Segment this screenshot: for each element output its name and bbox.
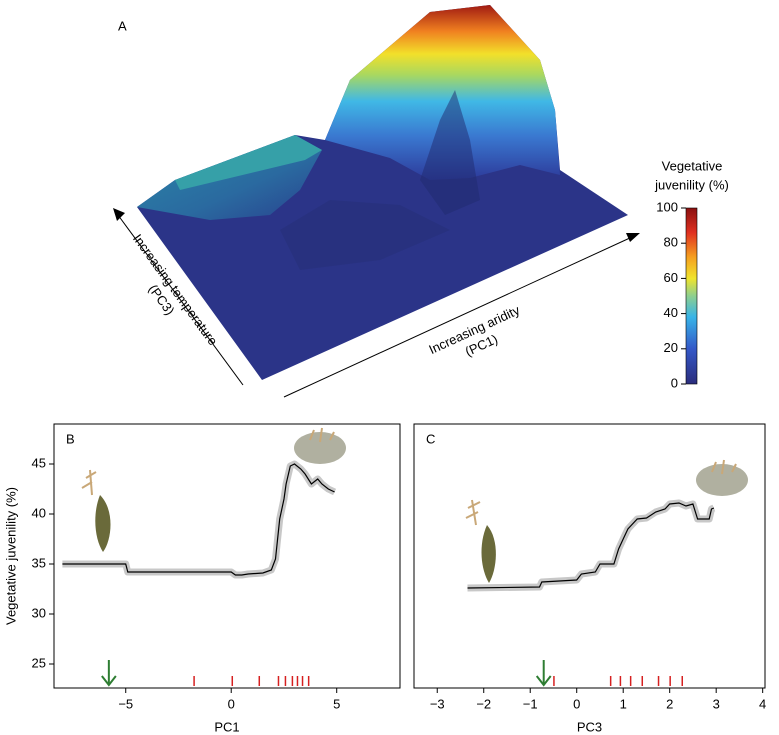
colorbar-tick-label: 0 (671, 375, 678, 390)
axis-arrow (117, 214, 244, 386)
y-axis-label: Vegetative juvenility (%) (3, 487, 18, 625)
leaf-icon (81, 469, 111, 552)
panel-label: C (426, 431, 435, 446)
x-tick-label: −1 (523, 696, 538, 711)
axis-arrow (283, 236, 633, 398)
x-axis-label: PC3 (577, 719, 602, 734)
x-tick-label: −5 (118, 696, 133, 711)
x-tick-label: 1 (620, 696, 627, 711)
confidence-band (467, 499, 716, 592)
x-tick-label: −3 (430, 696, 445, 711)
x-tick-label: 3 (713, 696, 720, 711)
x-tick-label: 5 (333, 696, 340, 711)
colorbar-tick-label: 80 (664, 235, 678, 250)
arrow-head (113, 208, 125, 221)
leaf-icon (465, 499, 496, 583)
plot-frame (413, 423, 766, 689)
line (467, 502, 715, 589)
x-axis-label: PC1 (214, 719, 239, 734)
panel-label: B (66, 431, 75, 446)
y-tick-label: 30 (32, 605, 46, 620)
arrow-head (626, 233, 640, 242)
x-tick-label: −2 (476, 696, 491, 711)
colorbar-title: Vegetative (662, 158, 723, 173)
plot-frame (53, 423, 401, 689)
leaf-icon (294, 427, 346, 464)
panel-label: A (118, 18, 127, 33)
arrow (535, 660, 552, 687)
leaf-icon (696, 459, 748, 496)
colorbar-tick-label: 60 (664, 270, 678, 285)
x-tick-label: 4 (759, 696, 766, 711)
y-tick-label: 25 (32, 655, 46, 670)
x-tick-label: 0 (228, 696, 235, 711)
surface (137, 5, 628, 380)
colorbar-tick-label: 20 (664, 340, 678, 355)
arrow-head (101, 675, 117, 687)
arrow (101, 660, 117, 687)
y-tick-label: 40 (32, 505, 46, 520)
x-tick-label: 2 (666, 696, 673, 711)
y-tick-label: 45 (32, 455, 46, 470)
colorbar-title: juvenility (%) (654, 177, 729, 192)
arrow-head (535, 675, 552, 687)
y-tick-label: 35 (32, 555, 46, 570)
colorbar-tick-label: 100 (656, 199, 678, 214)
line (62, 463, 335, 576)
x-tick-label: 0 (573, 696, 580, 711)
colorbar-tick-label: 40 (664, 305, 678, 320)
colorbar (685, 207, 698, 385)
